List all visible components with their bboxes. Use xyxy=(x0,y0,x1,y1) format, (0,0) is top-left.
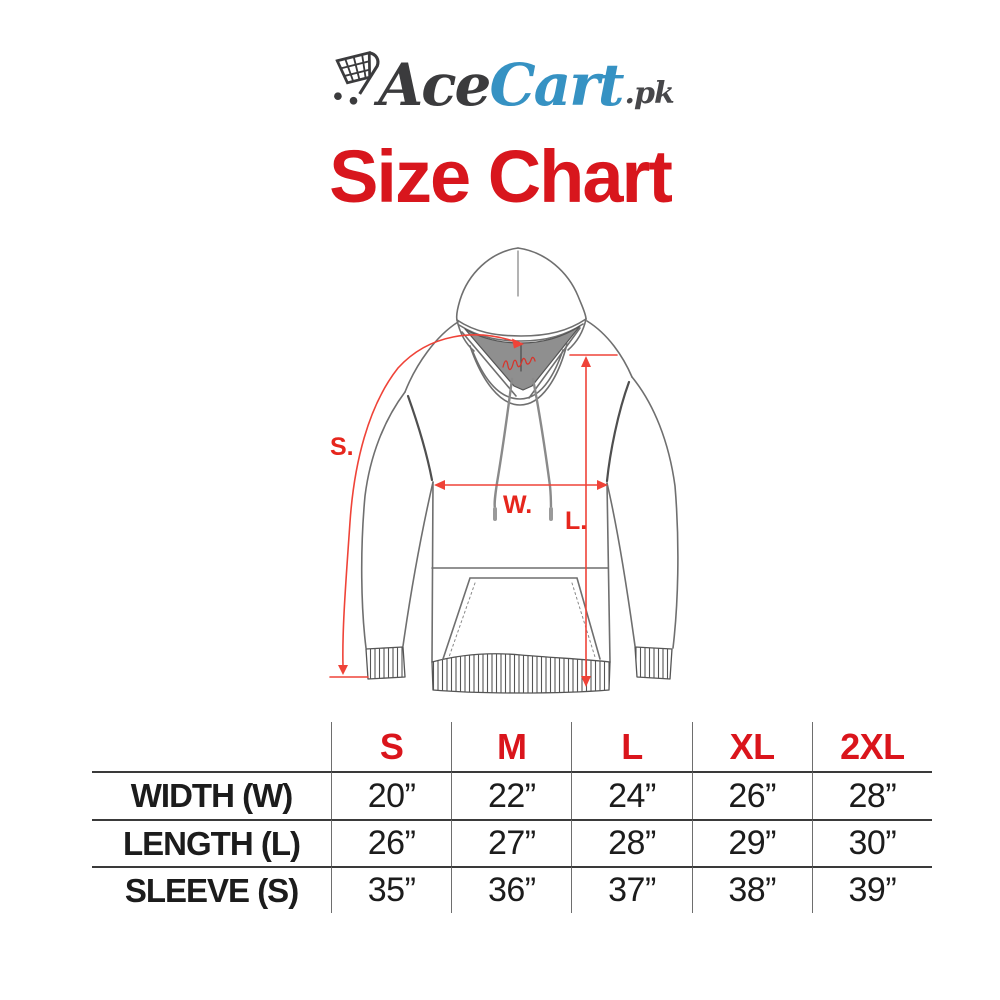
sleeve-l-cell: 37” xyxy=(571,866,692,913)
pocket-stitching xyxy=(448,582,596,658)
right-sleeve xyxy=(606,376,679,680)
hoodie-line-art xyxy=(360,247,679,694)
right-cuff-ribbing xyxy=(634,646,673,680)
brand-logo: Ace Cart .pk xyxy=(0,44,1000,114)
size-table: S M L XL 2XL WIDTH (W) 20” 22” 24” 26” 2… xyxy=(92,722,932,913)
width-s-cell: 20” xyxy=(331,771,452,819)
sleeve-2xl-cell: 39” xyxy=(811,866,932,913)
arrow-down-icon xyxy=(338,665,348,675)
sleeve-xl-cell: 38” xyxy=(691,866,812,913)
drawstrings xyxy=(493,377,553,521)
measure-arrowheads xyxy=(338,338,608,687)
collar-brand-script xyxy=(502,356,536,371)
row-label-sleeve: SLEEVE (S) xyxy=(92,866,331,913)
width-measure-label: W. xyxy=(503,491,532,519)
length-m-cell: 27” xyxy=(451,819,572,866)
measurement-overlay: S. W. L. xyxy=(329,334,618,687)
length-l-cell: 28” xyxy=(571,819,692,866)
kangaroo-pocket xyxy=(442,577,601,660)
hoodie-measurement-diagram: S. W. L. xyxy=(329,247,679,694)
logo-text-cart: Cart xyxy=(489,51,624,119)
shopping-cart-icon xyxy=(334,51,380,105)
page-title: Size Chart xyxy=(329,135,673,218)
arrow-left-icon xyxy=(434,480,445,490)
col-header-l: L xyxy=(571,722,691,771)
width-2xl-cell: 28” xyxy=(811,771,932,819)
row-label-width: WIDTH (W) xyxy=(92,771,331,819)
row-label-length: LENGTH (L) xyxy=(92,819,331,866)
sleeve-s-cell: 35” xyxy=(331,866,452,913)
width-xl-cell: 26” xyxy=(691,771,812,819)
arrow-right-icon xyxy=(512,338,524,349)
shoulders xyxy=(404,320,633,483)
width-m-cell: 22” xyxy=(451,771,572,819)
cart-wheel-icon xyxy=(334,92,343,101)
cart-wheel-icon xyxy=(349,96,358,105)
logo-text-pk: .pk xyxy=(624,76,675,111)
length-measure-label: L. xyxy=(565,507,587,535)
width-l-cell: 24” xyxy=(571,771,692,819)
length-xl-cell: 29” xyxy=(691,819,812,866)
hood xyxy=(455,247,587,406)
hem-ribbing xyxy=(431,653,611,694)
length-2xl-cell: 30” xyxy=(811,819,932,866)
col-header-xl: XL xyxy=(691,722,812,771)
logo-text-ace: Ace xyxy=(378,51,491,119)
col-header-s: S xyxy=(331,722,451,771)
arrow-down-icon xyxy=(581,676,591,687)
arrow-right-icon xyxy=(597,480,608,490)
left-cuff-ribbing xyxy=(365,646,406,680)
sleeve-m-cell: 36” xyxy=(451,866,572,913)
arrow-up-icon xyxy=(581,356,591,367)
table-corner-cell xyxy=(92,722,331,771)
col-header-m: M xyxy=(451,722,571,771)
hood-interior xyxy=(464,325,581,391)
left-sleeve xyxy=(360,391,434,680)
length-s-cell: 26” xyxy=(331,819,452,866)
col-header-2xl: 2XL xyxy=(811,722,932,771)
body xyxy=(431,481,611,694)
sleeve-measure-line xyxy=(342,334,523,667)
sleeve-measure-label: S. xyxy=(330,433,354,461)
